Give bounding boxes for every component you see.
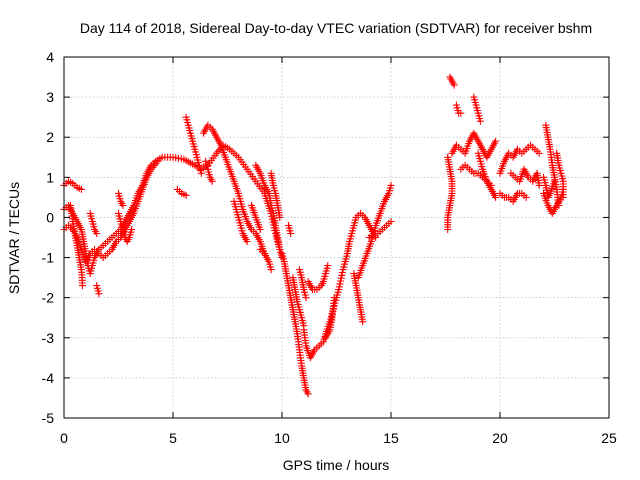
data-point: [197, 169, 205, 177]
y-tick-label: -4: [42, 370, 55, 386]
x-tick-label: 10: [274, 430, 290, 446]
data-point: [276, 246, 284, 253]
x-tick-label: 15: [383, 430, 399, 446]
data-point: [450, 81, 458, 89]
y-tick-label: -5: [42, 410, 55, 426]
data-point: [535, 149, 543, 157]
y-tick-label: 4: [46, 49, 54, 65]
tick-labels: 0 5 10 15 20 25 -5 -4 -3 -2 -1 0 1 2 3 4: [42, 49, 617, 446]
data-marks: [60, 73, 567, 398]
y-axis-label: SDTVAR / TECUs: [6, 182, 22, 294]
y-tick-label: -2: [42, 290, 55, 306]
y-tick-label: 1: [46, 169, 54, 185]
data-point: [302, 294, 310, 302]
data-point: [522, 193, 530, 201]
axis-ticks: [63, 56, 610, 419]
data-point: [335, 283, 343, 291]
data-point: [492, 193, 500, 201]
data-point: [304, 390, 312, 398]
data-point: [551, 177, 558, 185]
y-tick-label: 2: [46, 129, 54, 145]
x-axis-label: GPS time / hours: [283, 457, 390, 473]
data-point: [119, 201, 127, 209]
data-point: [208, 177, 216, 185]
data-point: [476, 117, 484, 125]
data-point: [559, 193, 567, 201]
plot-frame: [63, 56, 610, 419]
data-point: [93, 230, 101, 237]
data-point: [243, 238, 251, 245]
chart-title: Day 114 of 2018, Sidereal Day-to-day VTE…: [80, 20, 592, 36]
data-point: [444, 226, 452, 233]
y-tick-label: -1: [42, 250, 55, 266]
data-point: [330, 294, 338, 302]
data-point: [457, 109, 465, 117]
data-point: [276, 213, 284, 221]
y-tick-label: 3: [46, 89, 54, 105]
data-point: [256, 226, 264, 233]
data-point: [492, 137, 500, 145]
data-point: [267, 266, 275, 274]
x-tick-label: 25: [601, 430, 617, 446]
y-tick-label: -3: [42, 330, 55, 346]
data-point: [387, 218, 395, 225]
data-point: [287, 230, 295, 237]
data-point: [77, 185, 85, 193]
x-tick-label: 0: [60, 430, 68, 446]
x-tick-label: 5: [169, 430, 177, 446]
data-point: [535, 181, 543, 189]
data-point: [182, 191, 190, 199]
data-point: [337, 274, 345, 282]
data-point: [336, 280, 344, 288]
data-point: [359, 318, 367, 326]
data-point: [128, 226, 136, 233]
data-point: [387, 181, 395, 189]
data-point: [79, 282, 86, 290]
grid-lines: [64, 57, 609, 418]
data-point: [338, 269, 346, 276]
x-tick-label: 20: [492, 430, 508, 446]
data-point: [154, 157, 162, 165]
data-point: [261, 250, 269, 257]
y-tick-label: 0: [46, 209, 54, 225]
data-point: [324, 262, 332, 270]
data-point: [95, 290, 103, 298]
